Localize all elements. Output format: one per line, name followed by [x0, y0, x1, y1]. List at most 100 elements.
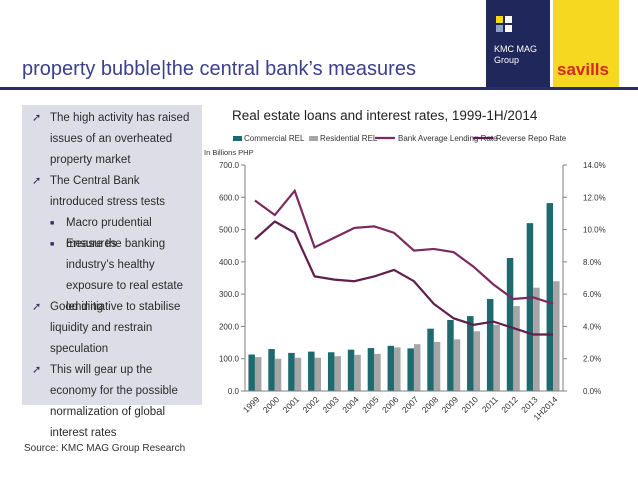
- bar-residential-rel: [493, 324, 500, 391]
- bar-commercial-rel: [347, 349, 355, 391]
- legend-swatch: [309, 136, 318, 141]
- bar-residential-rel: [254, 357, 262, 391]
- sub-bullet-item: ■ Ensure the banking industry’s healthy …: [32, 234, 196, 313]
- y-tick-label: 200.0: [219, 322, 240, 331]
- bar-commercial-rel: [427, 328, 434, 391]
- bar-commercial-rel: [268, 349, 275, 391]
- x-tick-label: 2005: [360, 394, 381, 415]
- y2-tick-label: 6.0%: [583, 290, 601, 299]
- bullet-item: ➚ The high activity has raised issues of…: [32, 108, 196, 171]
- x-tick-label: 2001: [281, 394, 302, 415]
- x-tick-label: 2011: [480, 394, 500, 414]
- bullet-text: Good initiative to stabilise liquidity a…: [50, 301, 181, 355]
- bar-residential-rel: [513, 306, 520, 391]
- bar-commercial-rel: [526, 223, 534, 391]
- y2-tick-label: 4.0%: [583, 322, 601, 331]
- savills-logo: savills: [553, 0, 619, 87]
- legend-label: Bank Average Lending Rate: [398, 134, 498, 143]
- bar-residential-rel: [374, 353, 381, 391]
- bullet-item: ➚ Good initiative to stabilise liquidity…: [32, 297, 196, 360]
- arrow-bullet-icon: ➚: [32, 364, 42, 376]
- bar-commercial-rel: [486, 298, 494, 391]
- source-note: Source: KMC MAG Group Research: [24, 443, 186, 454]
- y2-tick-label: 8.0%: [583, 258, 601, 267]
- bar-residential-rel: [334, 356, 341, 391]
- title-underline: [0, 87, 638, 90]
- bar-commercial-rel: [467, 316, 474, 391]
- y-tick-label: 600.0: [219, 193, 240, 202]
- bullet-text: Ensure the banking industry’s healthy ex…: [66, 238, 183, 313]
- bar-residential-rel: [533, 287, 540, 391]
- bar-residential-rel: [453, 339, 461, 391]
- savills-logo-text: savills: [557, 60, 609, 79]
- y-tick-label: 0.0: [228, 387, 240, 396]
- bar-commercial-rel: [288, 352, 295, 391]
- logo-square-icon: [505, 25, 512, 32]
- bullet-text: This will gear up the economy for the po…: [50, 364, 178, 439]
- bar-commercial-rel: [308, 351, 315, 391]
- chart-title: Real estate loans and interest rates, 19…: [232, 108, 538, 123]
- bullet-panel: ➚ The high activity has raised issues of…: [22, 105, 202, 439]
- y2-tick-label: 14.0%: [583, 161, 606, 170]
- bar-commercial-rel: [447, 319, 454, 391]
- bar-commercial-rel: [387, 345, 395, 391]
- bar-residential-rel: [314, 357, 322, 391]
- logo-square-icon: [505, 16, 512, 23]
- y-tick-label: 500.0: [219, 226, 240, 235]
- bar-residential-rel: [394, 347, 401, 391]
- bar-residential-rel: [274, 358, 282, 391]
- bar-residential-rel: [473, 331, 481, 391]
- arrow-bullet-icon: ➚: [32, 112, 42, 124]
- y2-tick-label: 10.0%: [583, 226, 606, 235]
- kmc-logo-text: KMC MAG Group: [494, 44, 537, 66]
- x-tick-label: 2006: [380, 394, 401, 415]
- bullet-item: ➚ The Central Bank introduced stress tes…: [32, 171, 196, 213]
- x-tick-label: 2004: [340, 394, 361, 415]
- logo-square-icon: [496, 16, 503, 23]
- x-tick-label: 2008: [420, 394, 441, 415]
- arrow-bullet-icon: ➚: [32, 175, 42, 187]
- bar-residential-rel: [413, 344, 421, 391]
- x-tick-label: 1999: [241, 394, 262, 415]
- slide-title: property bubble|the central bank’s measu…: [22, 58, 416, 80]
- square-bullet-icon: ■: [50, 241, 55, 248]
- bullet-text: Macro prudential measures: [66, 217, 152, 250]
- x-tick-label: 2002: [301, 394, 322, 415]
- arrow-bullet-icon: ➚: [32, 301, 42, 313]
- bar-commercial-rel: [367, 348, 375, 391]
- y2-tick-label: 12.0%: [583, 193, 606, 202]
- bullet-item: ➚ This will gear up the economy for the …: [32, 360, 196, 439]
- x-tick-label: 2012: [499, 394, 520, 415]
- y-axis-label: In Billions PHP: [204, 148, 254, 157]
- y-tick-label: 700.0: [219, 161, 240, 170]
- bar-commercial-rel: [546, 203, 554, 391]
- x-tick-label: 2009: [440, 394, 461, 415]
- bullet-text: The high activity has raised issues of a…: [50, 112, 190, 166]
- y-tick-label: 300.0: [219, 290, 240, 299]
- kmc-logo-line1: KMC MAG: [494, 44, 538, 54]
- x-tick-label: 2007: [400, 394, 421, 415]
- logo-square-icon: [496, 25, 503, 32]
- legend-label: Reverse Repo Rate: [496, 134, 567, 143]
- kmc-logo-line2: Group: [494, 55, 520, 65]
- legend-swatch: [233, 136, 242, 141]
- x-tick-label: 2000: [261, 394, 282, 415]
- bar-residential-rel: [433, 341, 441, 391]
- bullet-text: The Central Bank introduced stress tests: [50, 175, 166, 208]
- y-tick-label: 100.0: [219, 355, 240, 364]
- line-bank-average-lending-rate: [254, 188, 554, 305]
- bar-residential-rel: [354, 354, 361, 391]
- x-tick-label: 2003: [320, 394, 341, 415]
- x-tick-label: 2010: [460, 394, 481, 415]
- y2-tick-label: 0.0%: [583, 387, 601, 396]
- bar-commercial-rel: [327, 352, 335, 391]
- y2-tick-label: 2.0%: [583, 355, 601, 364]
- bar-commercial-rel: [407, 348, 414, 391]
- y-tick-label: 400.0: [219, 258, 240, 267]
- bar-residential-rel: [294, 357, 302, 391]
- legend-label: Commercial REL: [244, 134, 305, 143]
- sub-bullet-item: ■ Macro prudential measures: [32, 213, 196, 250]
- bar-residential-rel: [553, 281, 560, 391]
- legend-label: Residential REL: [320, 134, 378, 143]
